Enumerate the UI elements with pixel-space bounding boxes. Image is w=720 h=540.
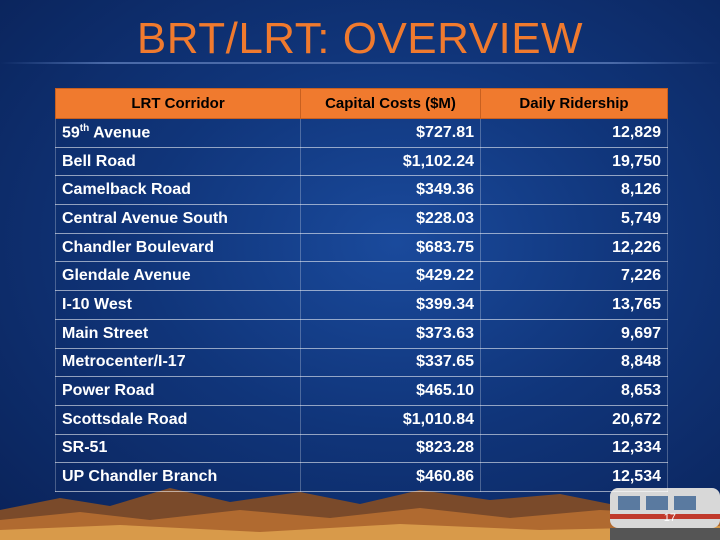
corridor-name: Scottsdale Road: [55, 404, 301, 435]
daily-ridership: 9,697: [480, 318, 668, 349]
page-number: 17: [663, 512, 676, 524]
header-capital-costs: Capital Costs ($M): [300, 88, 481, 119]
corridor-name: Camelback Road: [55, 175, 301, 206]
daily-ridership: 12,534: [480, 462, 668, 492]
corridor-name: Chandler Boulevard: [55, 232, 301, 263]
corridor-name: I-10 West: [55, 290, 301, 320]
table-row: Metrocenter/I-17 $337.65 8,848: [55, 347, 668, 378]
corridor-table: LRT Corridor Capital Costs ($M) Daily Ri…: [55, 88, 668, 492]
table-row: Central Avenue South $228.03 5,749: [55, 204, 668, 234]
table-row: Scottsdale Road $1,010.84 20,672: [55, 404, 668, 435]
header-corridor: LRT Corridor: [55, 88, 301, 119]
table-row: Power Road $465.10 8,653: [55, 376, 668, 406]
daily-ridership: 5,749: [480, 204, 668, 234]
capital-cost: $460.86: [300, 462, 481, 492]
daily-ridership: 7,226: [480, 261, 668, 292]
capital-cost: $727.81: [300, 118, 481, 148]
table-row: UP Chandler Branch $460.86 12,534: [55, 462, 668, 492]
header-daily-ridership: Daily Ridership: [480, 88, 668, 119]
corridor-name: Glendale Avenue: [55, 261, 301, 292]
table-row: Main Street $373.63 9,697: [55, 318, 668, 349]
daily-ridership: 8,126: [480, 175, 668, 206]
landscape-decoration: [0, 488, 720, 540]
table-row: I-10 West $399.34 13,765: [55, 290, 668, 320]
daily-ridership: 8,653: [480, 376, 668, 406]
daily-ridership: 20,672: [480, 404, 668, 435]
capital-cost: $823.28: [300, 433, 481, 464]
daily-ridership: 12,334: [480, 433, 668, 464]
capital-cost: $1,010.84: [300, 404, 481, 435]
daily-ridership: 19,750: [480, 146, 668, 177]
train-image: [610, 488, 720, 540]
table-row: Chandler Boulevard $683.75 12,226: [55, 232, 668, 263]
capital-cost: $373.63: [300, 318, 481, 349]
corridor-name: Main Street: [55, 318, 301, 349]
daily-ridership: 12,226: [480, 232, 668, 263]
corridor-name: Power Road: [55, 376, 301, 406]
table-row: Camelback Road $349.36 8,126: [55, 175, 668, 206]
corridor-name: UP Chandler Branch: [55, 462, 301, 492]
capital-cost: $683.75: [300, 232, 481, 263]
capital-cost: $228.03: [300, 204, 481, 234]
corridor-name: 59th Avenue: [55, 118, 301, 148]
daily-ridership: 12,829: [480, 118, 668, 148]
table-header-row: LRT Corridor Capital Costs ($M) Daily Ri…: [55, 88, 668, 119]
title-divider: [0, 62, 720, 64]
capital-cost: $465.10: [300, 376, 481, 406]
table-row: 59th Avenue $727.81 12,829: [55, 118, 668, 148]
table-row: Bell Road $1,102.24 19,750: [55, 146, 668, 177]
table-row: Glendale Avenue $429.22 7,226: [55, 261, 668, 292]
capital-cost: $349.36: [300, 175, 481, 206]
capital-cost: $429.22: [300, 261, 481, 292]
capital-cost: $399.34: [300, 290, 481, 320]
corridor-name: Metrocenter/I-17: [55, 347, 301, 378]
corridor-name: SR-51: [55, 433, 301, 464]
daily-ridership: 8,848: [480, 347, 668, 378]
table-row: SR-51 $823.28 12,334: [55, 433, 668, 464]
daily-ridership: 13,765: [480, 290, 668, 320]
corridor-name: Bell Road: [55, 146, 301, 177]
capital-cost: $1,102.24: [300, 146, 481, 177]
capital-cost: $337.65: [300, 347, 481, 378]
corridor-name: Central Avenue South: [55, 204, 301, 234]
slide-title: BRT/LRT: OVERVIEW: [136, 14, 584, 63]
